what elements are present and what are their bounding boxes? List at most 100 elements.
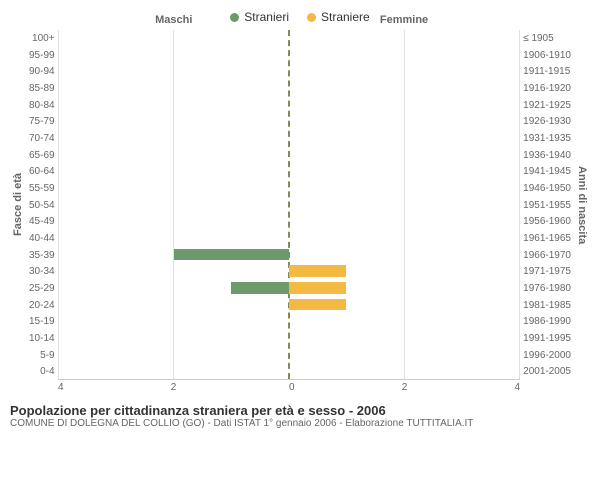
y-tick-age: 20-24 bbox=[29, 297, 55, 314]
y-tick-birth: 1951-1955 bbox=[523, 197, 571, 214]
female-half bbox=[289, 346, 519, 363]
bar-female bbox=[289, 265, 347, 277]
female-half bbox=[289, 246, 519, 263]
y-tick-age: 40-44 bbox=[29, 230, 55, 247]
y-tick-age: 70-74 bbox=[29, 130, 55, 147]
male-half bbox=[59, 296, 289, 313]
male-half bbox=[59, 230, 289, 247]
male-half bbox=[59, 313, 289, 330]
bar-row bbox=[59, 180, 520, 197]
column-headers: Maschi Femmine bbox=[59, 14, 520, 26]
y-tick-age: 80-84 bbox=[29, 97, 55, 114]
y-tick-age: 30-34 bbox=[29, 263, 55, 280]
x-axis: 024 024 bbox=[10, 382, 590, 393]
bar-row bbox=[59, 363, 520, 380]
bar-male bbox=[174, 249, 289, 261]
y-tick-age: 100+ bbox=[29, 30, 55, 47]
y-tick-birth: 1986-1990 bbox=[523, 313, 571, 330]
bar-female bbox=[289, 282, 347, 294]
x-axis-ticks-left: 024 bbox=[58, 382, 289, 393]
y-tick-birth: 1911-1915 bbox=[523, 63, 571, 80]
male-half bbox=[59, 329, 289, 346]
male-half bbox=[59, 263, 289, 280]
female-half bbox=[289, 163, 519, 180]
y-tick-birth: 1976-1980 bbox=[523, 280, 571, 297]
bar-row bbox=[59, 146, 520, 163]
female-half bbox=[289, 80, 519, 97]
female-half bbox=[289, 313, 519, 330]
y-tick-age: 50-54 bbox=[29, 197, 55, 214]
y-tick-age: 15-19 bbox=[29, 313, 55, 330]
y-tick-birth: 1946-1950 bbox=[523, 180, 571, 197]
bar-rows bbox=[59, 30, 520, 379]
y-tick-age: 55-59 bbox=[29, 180, 55, 197]
male-half bbox=[59, 47, 289, 64]
male-half bbox=[59, 246, 289, 263]
male-half bbox=[59, 213, 289, 230]
y-tick-birth: 1971-1975 bbox=[523, 263, 571, 280]
y-tick-birth: 1996-2000 bbox=[523, 347, 571, 364]
y-axis-right-ticks: ≤ 19051906-19101911-19151916-19201921-19… bbox=[520, 30, 574, 380]
female-half bbox=[289, 196, 519, 213]
y-tick-age: 45-49 bbox=[29, 213, 55, 230]
bar-row bbox=[59, 213, 520, 230]
male-half bbox=[59, 63, 289, 80]
y-tick-age: 95-99 bbox=[29, 47, 55, 64]
x-tick: 2 bbox=[402, 382, 408, 393]
bar-row bbox=[59, 279, 520, 296]
male-half bbox=[59, 180, 289, 197]
y-tick-age: 75-79 bbox=[29, 113, 55, 130]
bar-male bbox=[231, 282, 289, 294]
y-tick-birth: 1956-1960 bbox=[523, 213, 571, 230]
female-half bbox=[289, 279, 519, 296]
bar-row bbox=[59, 296, 520, 313]
y-tick-birth: 1961-1965 bbox=[523, 230, 571, 247]
y-tick-birth: 1941-1945 bbox=[523, 163, 571, 180]
bar-row bbox=[59, 163, 520, 180]
female-half bbox=[289, 63, 519, 80]
y-tick-birth: 1991-1995 bbox=[523, 330, 571, 347]
y-tick-age: 90-94 bbox=[29, 63, 55, 80]
female-half bbox=[289, 363, 519, 380]
male-half bbox=[59, 113, 289, 130]
y-tick-age: 85-89 bbox=[29, 80, 55, 97]
y-tick-age: 60-64 bbox=[29, 163, 55, 180]
female-half bbox=[289, 146, 519, 163]
bar-row bbox=[59, 196, 520, 213]
y-tick-birth: 1936-1940 bbox=[523, 147, 571, 164]
y-tick-age: 35-39 bbox=[29, 247, 55, 264]
female-half bbox=[289, 113, 519, 130]
y-tick-birth: ≤ 1905 bbox=[523, 30, 571, 47]
male-half bbox=[59, 130, 289, 147]
y-tick-birth: 1931-1935 bbox=[523, 130, 571, 147]
male-half bbox=[59, 30, 289, 47]
y-tick-birth: 1926-1930 bbox=[523, 113, 571, 130]
y-tick-birth: 1916-1920 bbox=[523, 80, 571, 97]
y-tick-birth: 1966-1970 bbox=[523, 247, 571, 264]
bar-row bbox=[59, 263, 520, 280]
x-tick: 0 bbox=[289, 382, 295, 393]
male-half bbox=[59, 163, 289, 180]
female-half bbox=[289, 230, 519, 247]
female-half bbox=[289, 329, 519, 346]
chart: Fasce di età 100+95-9990-9485-8980-8475-… bbox=[10, 30, 590, 380]
male-half bbox=[59, 80, 289, 97]
plot-area: Maschi Femmine bbox=[58, 30, 521, 380]
male-half bbox=[59, 146, 289, 163]
bar-row bbox=[59, 30, 520, 47]
bar-row bbox=[59, 313, 520, 330]
female-half bbox=[289, 30, 519, 47]
male-half bbox=[59, 196, 289, 213]
y-axis-left-ticks: 100+95-9990-9485-8980-8475-7970-7465-696… bbox=[26, 30, 58, 380]
y-axis-right-title: Anni di nascita bbox=[574, 30, 590, 380]
female-half bbox=[289, 47, 519, 64]
bar-row bbox=[59, 246, 520, 263]
footer: Popolazione per cittadinanza straniera p… bbox=[10, 403, 590, 429]
bar-female bbox=[289, 299, 347, 311]
y-tick-birth: 1906-1910 bbox=[523, 47, 571, 64]
bar-row bbox=[59, 63, 520, 80]
header-male: Maschi bbox=[59, 14, 289, 26]
y-tick-age: 0-4 bbox=[29, 363, 55, 380]
bar-row bbox=[59, 47, 520, 64]
y-tick-birth: 2001-2005 bbox=[523, 363, 571, 380]
